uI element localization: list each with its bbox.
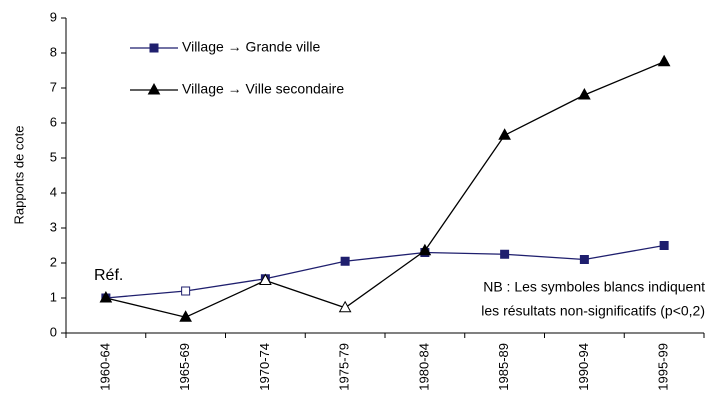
- legend-label: Village → Ville secondaire: [182, 81, 344, 97]
- series-line: [105, 61, 665, 318]
- marker: [418, 243, 432, 256]
- x-tick-label: 1965-69: [177, 343, 192, 391]
- x-tick-label: 1995-99: [656, 343, 671, 391]
- series-line: [105, 244, 665, 299]
- x-tick-label: 1975-79: [337, 343, 352, 391]
- marker: [179, 310, 192, 322]
- x-tick-label: 1985-89: [496, 343, 511, 391]
- marker: [338, 300, 352, 313]
- marker: [99, 290, 113, 303]
- marker: [579, 255, 589, 264]
- y-tick-label: 1: [50, 289, 57, 304]
- y-tick-label: 4: [50, 184, 57, 199]
- marker: [340, 256, 350, 266]
- y-tick-label: 6: [50, 114, 57, 129]
- y-tick-label: 5: [50, 149, 57, 164]
- marker: [578, 87, 591, 100]
- marker: [659, 241, 669, 250]
- marker: [149, 43, 159, 53]
- marker: [500, 249, 510, 259]
- x-tick-label: 1990-94: [576, 343, 591, 391]
- x-tick-label: 1980-84: [416, 343, 431, 391]
- annotation: NB : Les symboles blancs indiquent: [483, 279, 705, 295]
- legend-label: Village → Grande ville: [182, 39, 320, 55]
- y-tick-label: 7: [50, 79, 57, 94]
- annotation: les résultats non-significatifs (p<0,2): [481, 303, 705, 319]
- marker: [657, 54, 671, 67]
- marker: [147, 82, 161, 95]
- marker: [498, 128, 511, 140]
- x-tick-label: 1960-64: [97, 343, 112, 391]
- y-tick-label: 3: [50, 219, 57, 234]
- marker: [181, 286, 191, 296]
- annotation: Réf.: [94, 267, 123, 284]
- y-axis-label: Rapports de cote: [11, 125, 26, 224]
- marker: [259, 273, 272, 285]
- x-tick-label: 1970-74: [257, 343, 272, 391]
- y-tick-label: 8: [50, 44, 57, 59]
- y-tick-label: 9: [50, 9, 57, 24]
- y-tick-label: 0: [50, 324, 57, 339]
- y-tick-label: 2: [50, 254, 57, 269]
